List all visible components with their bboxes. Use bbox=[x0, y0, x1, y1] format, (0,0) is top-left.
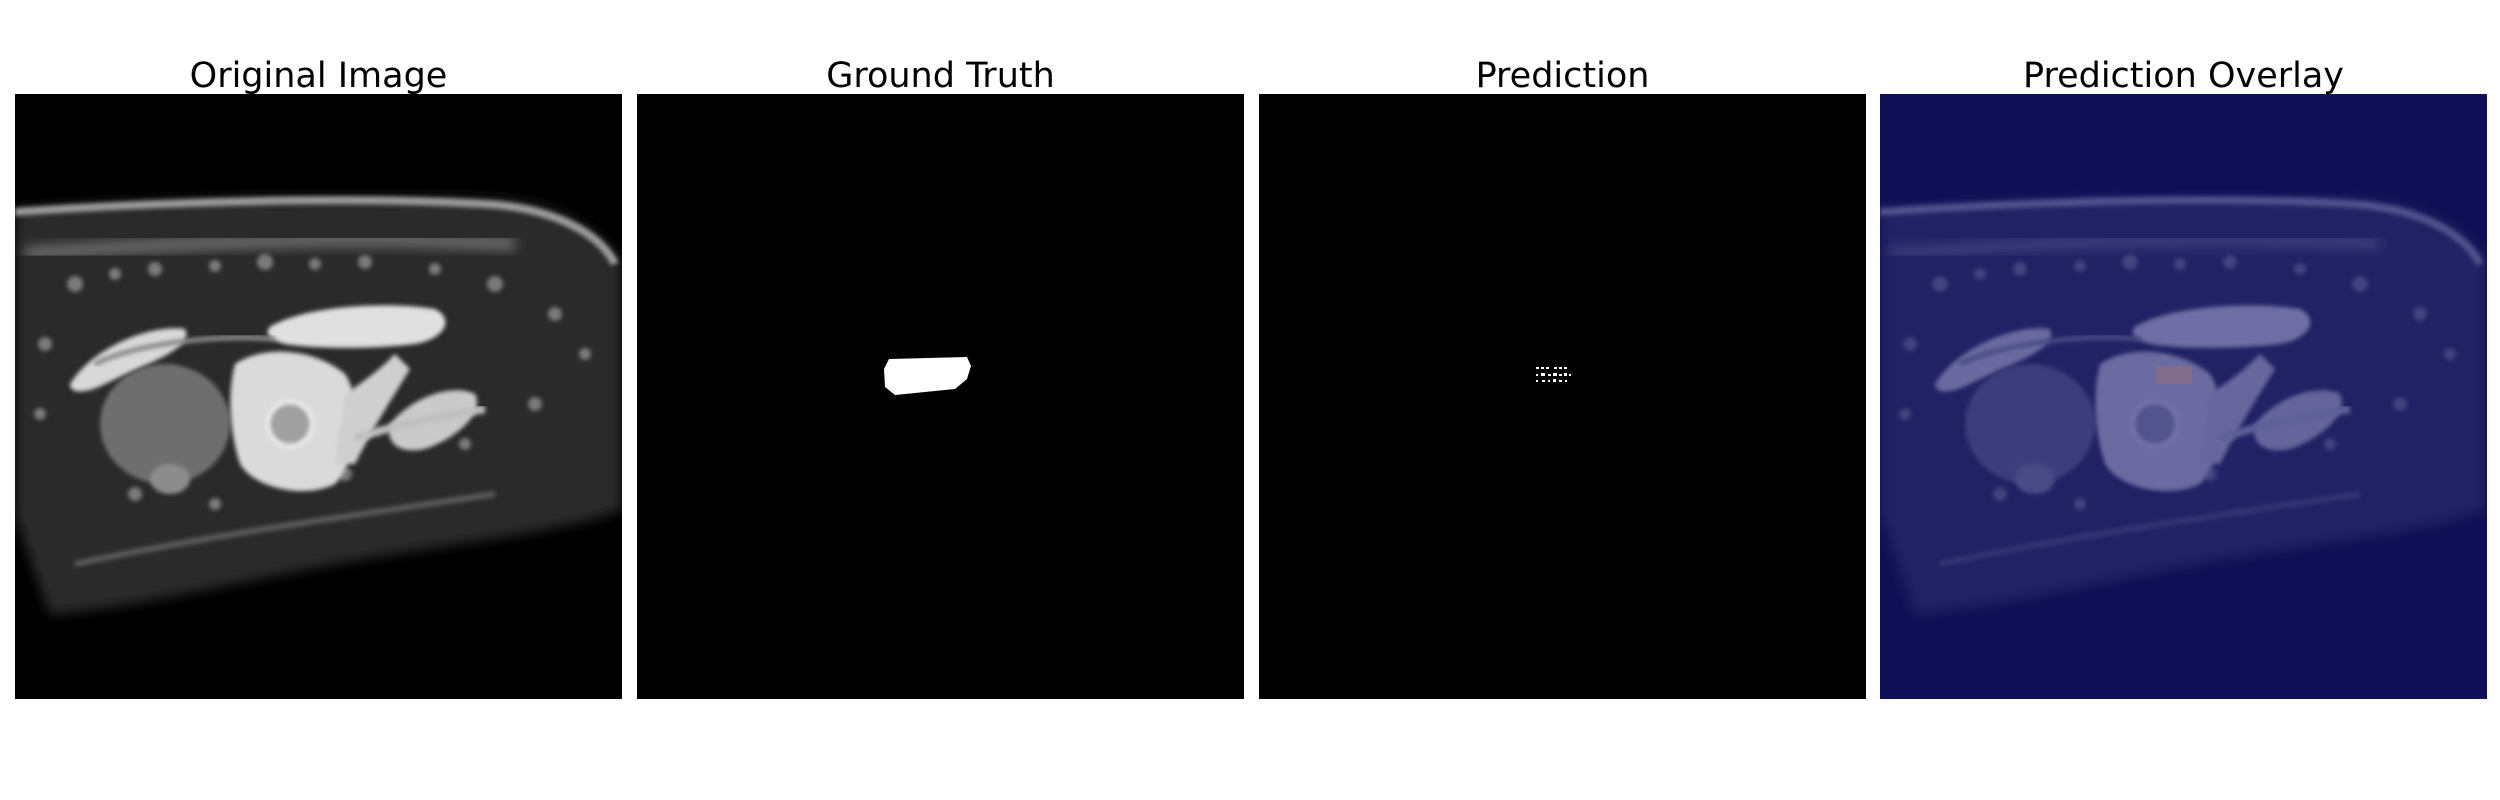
panel-prediction: Prediction bbox=[1259, 52, 1866, 699]
panel-ground-truth: Ground Truth bbox=[637, 52, 1244, 699]
panel-title: Prediction bbox=[1475, 56, 1650, 96]
panel-prediction-overlay: Prediction Overlay bbox=[1880, 52, 2487, 699]
ground-truth-mask-image bbox=[637, 94, 1244, 699]
panel-title: Original Image bbox=[189, 56, 448, 96]
panel-original-image: Original Image bbox=[15, 52, 622, 699]
panel-title: Ground Truth bbox=[826, 56, 1055, 96]
prediction-overlay-image bbox=[1880, 94, 2487, 699]
prediction-mask-image bbox=[1259, 94, 1866, 699]
mri-slice-image bbox=[15, 94, 622, 699]
panel-title: Prediction Overlay bbox=[2022, 56, 2345, 96]
